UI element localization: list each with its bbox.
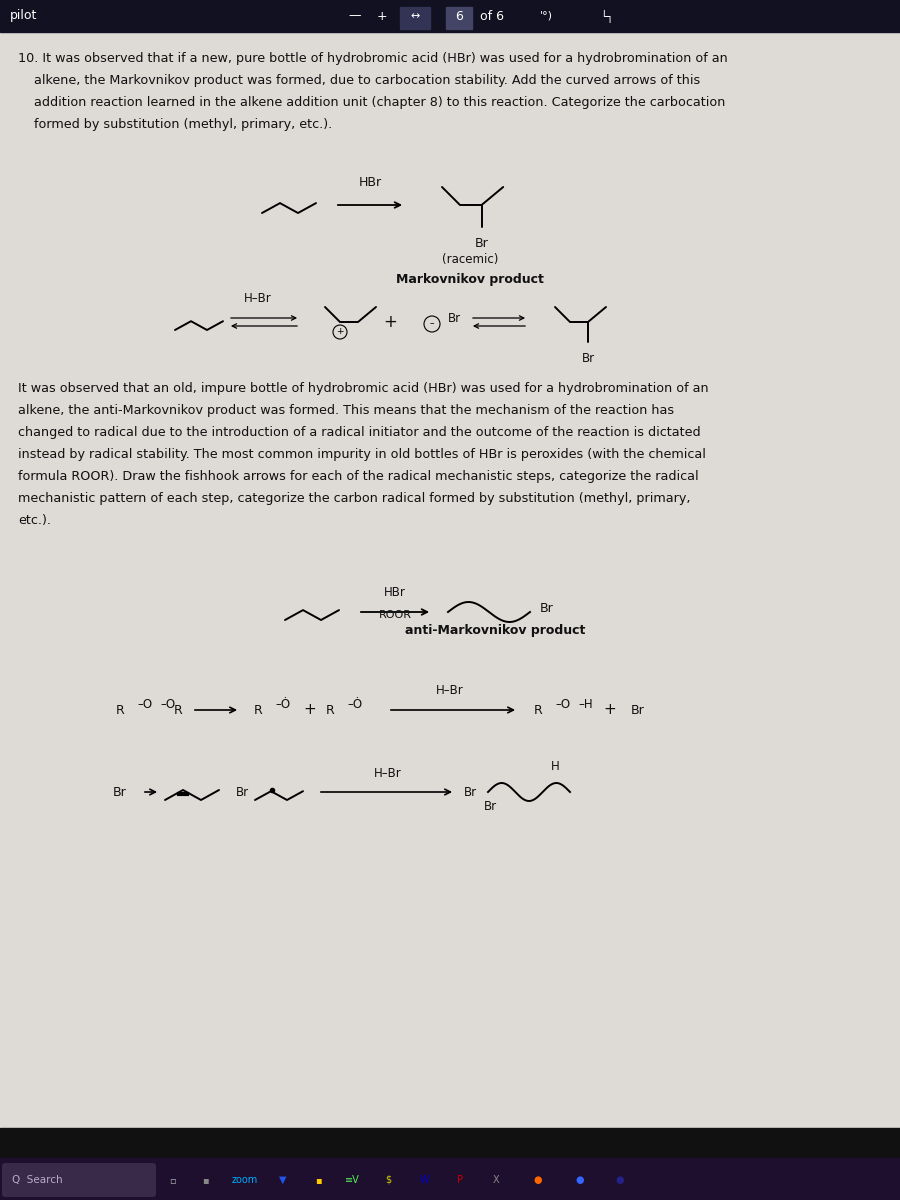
- Text: formula ROOR). Draw the fishhook arrows for each of the radical mechanistic step: formula ROOR). Draw the fishhook arrows …: [18, 470, 698, 482]
- Text: +: +: [377, 10, 387, 23]
- Text: –Ȯ: –Ȯ: [275, 698, 290, 712]
- Text: –Ȯ: –Ȯ: [347, 698, 362, 712]
- Text: mechanistic pattern of each step, categorize the carbon radical formed by substi: mechanistic pattern of each step, catego…: [18, 492, 690, 505]
- Text: └┐: └┐: [600, 10, 614, 23]
- Text: H: H: [551, 760, 560, 773]
- Text: –H: –H: [578, 698, 592, 712]
- Text: alkene, the Markovnikov product was formed, due to carbocation stability. Add th: alkene, the Markovnikov product was form…: [18, 74, 700, 86]
- Text: H–Br: H–Br: [436, 684, 464, 697]
- Text: ↔: ↔: [410, 11, 419, 20]
- Text: +: +: [604, 702, 617, 718]
- Text: ▫: ▫: [168, 1175, 176, 1186]
- Text: ▪: ▪: [315, 1175, 321, 1186]
- Text: R: R: [174, 703, 183, 716]
- Text: Ḃr: Ḃr: [631, 703, 645, 716]
- Text: addition reaction learned in the alkene addition unit (chapter 8) to this reacti: addition reaction learned in the alkene …: [18, 96, 725, 109]
- Text: H–Br: H–Br: [244, 292, 272, 305]
- Text: Markovnikov product: Markovnikov product: [396, 272, 544, 286]
- Text: '°): '°): [540, 11, 553, 20]
- Text: Ḃr: Ḃr: [113, 786, 127, 798]
- Text: $: $: [385, 1175, 392, 1186]
- Text: –O: –O: [555, 698, 570, 712]
- Text: HBr: HBr: [358, 176, 382, 188]
- Text: (racemic): (racemic): [442, 253, 499, 266]
- Text: —: —: [349, 10, 361, 23]
- Text: R: R: [326, 703, 335, 716]
- Text: HBr: HBr: [384, 586, 406, 599]
- Text: ≡V: ≡V: [345, 1175, 359, 1186]
- Text: Br: Br: [448, 312, 461, 324]
- Text: Br: Br: [540, 602, 554, 616]
- Text: H–Br: H–Br: [374, 767, 402, 780]
- Bar: [0, 0, 900, 32]
- Text: ROOR: ROOR: [379, 610, 411, 620]
- Text: P: P: [457, 1175, 463, 1186]
- Bar: [400, 7, 430, 29]
- Text: ▪: ▪: [202, 1175, 208, 1186]
- Text: W: W: [419, 1175, 428, 1186]
- FancyBboxPatch shape: [2, 1163, 156, 1198]
- Text: of 6: of 6: [480, 10, 504, 23]
- Text: Br: Br: [483, 800, 497, 814]
- Text: R: R: [115, 703, 124, 716]
- Text: pilot: pilot: [10, 10, 38, 23]
- Text: Br: Br: [236, 786, 248, 798]
- Text: –O: –O: [160, 698, 176, 712]
- Text: ●: ●: [534, 1175, 542, 1186]
- Text: Br: Br: [464, 786, 477, 798]
- Text: ●: ●: [616, 1175, 625, 1186]
- Text: Q  Search: Q Search: [12, 1175, 63, 1186]
- Text: 10. It was observed that if a new, pure bottle of hydrobromic acid (HBr) was use: 10. It was observed that if a new, pure …: [18, 52, 728, 65]
- Text: 6: 6: [455, 10, 463, 23]
- Text: ▼: ▼: [279, 1175, 287, 1186]
- Text: alkene, the anti-Markovnikov product was formed. This means that the mechanism o: alkene, the anti-Markovnikov product was…: [18, 404, 674, 416]
- Text: –O: –O: [137, 698, 152, 712]
- Text: +: +: [383, 313, 397, 331]
- Text: zoom: zoom: [232, 1175, 258, 1186]
- Text: X: X: [492, 1175, 500, 1186]
- Text: It was observed that an old, impure bottle of hydrobromic acid (HBr) was used fo: It was observed that an old, impure bott…: [18, 382, 708, 395]
- Text: etc.).: etc.).: [18, 514, 51, 527]
- Text: Br: Br: [581, 352, 595, 365]
- Text: formed by substitution (methyl, primary, etc.).: formed by substitution (methyl, primary,…: [18, 118, 332, 131]
- Text: anti-Markovnikov product: anti-Markovnikov product: [405, 624, 585, 637]
- Text: R: R: [254, 703, 263, 716]
- Text: R: R: [534, 703, 543, 716]
- Text: +: +: [337, 328, 344, 336]
- Text: +: +: [303, 702, 317, 718]
- Text: ●: ●: [576, 1175, 584, 1186]
- Bar: [0, 1128, 900, 1158]
- Text: Br: Br: [474, 236, 489, 250]
- Bar: [446, 7, 472, 29]
- Text: instead by radical stability. The most common impurity in old bottles of HBr is : instead by radical stability. The most c…: [18, 448, 706, 461]
- Text: –: –: [430, 319, 434, 329]
- Text: changed to radical due to the introduction of a radical initiator and the outcom: changed to radical due to the introducti…: [18, 426, 700, 439]
- Bar: [0, 1158, 900, 1200]
